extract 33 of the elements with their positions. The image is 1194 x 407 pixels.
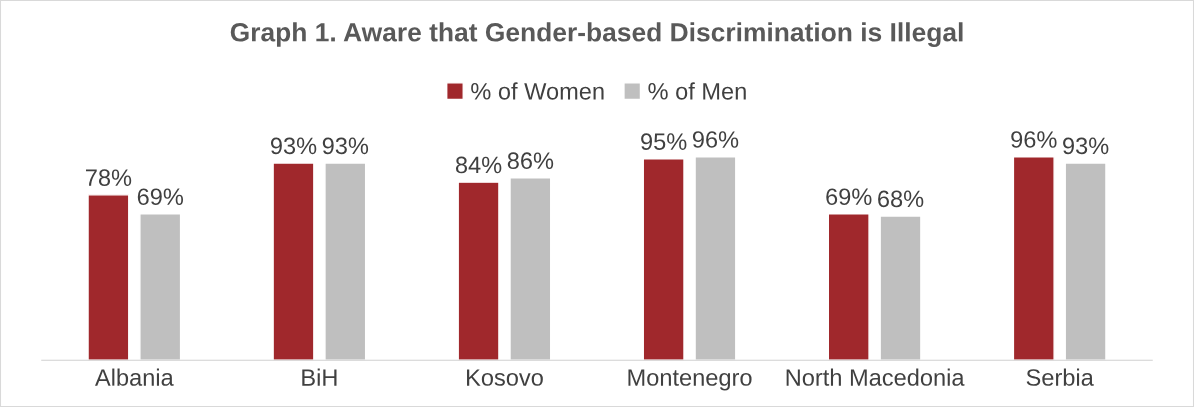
bar [457, 181, 500, 361]
data-label: 96% [692, 131, 739, 148]
bar [1012, 155, 1055, 361]
legend-label: % of Men [648, 82, 746, 100]
x-tick-label: Kosovo [467, 369, 543, 386]
data-label: 84% [455, 156, 502, 174]
bar [827, 213, 870, 361]
bar [509, 177, 552, 361]
chart-title: Graph 1. Aware that Gender-based Discrimination is Illegal [230, 22, 963, 47]
data-label: 78% [86, 169, 132, 187]
legend-label: % of Women [471, 82, 604, 100]
bar [694, 155, 737, 361]
data-label: 69% [137, 188, 184, 206]
x-tick-label: Albania [94, 368, 174, 386]
bar [1064, 162, 1107, 361]
data-label: 68% [878, 190, 924, 208]
bar [879, 215, 922, 361]
bar [139, 213, 182, 361]
data-label: 93% [270, 137, 317, 155]
data-label: 93% [322, 137, 369, 155]
bar [642, 158, 685, 361]
bar [87, 194, 130, 361]
bar [324, 162, 367, 361]
x-tick-label: Montenegro [628, 369, 752, 391]
data-label: 95% [641, 133, 687, 150]
data-label: 93% [1063, 137, 1109, 155]
x-tick-label: BiH [302, 368, 337, 386]
bar [272, 162, 315, 361]
data-label: 96% [1011, 131, 1057, 148]
x-tick-label: North Macedonia [786, 368, 965, 386]
data-label: 69% [826, 188, 872, 206]
data-label: 86% [507, 152, 554, 170]
x-tick-label: Serbia [1026, 368, 1094, 386]
